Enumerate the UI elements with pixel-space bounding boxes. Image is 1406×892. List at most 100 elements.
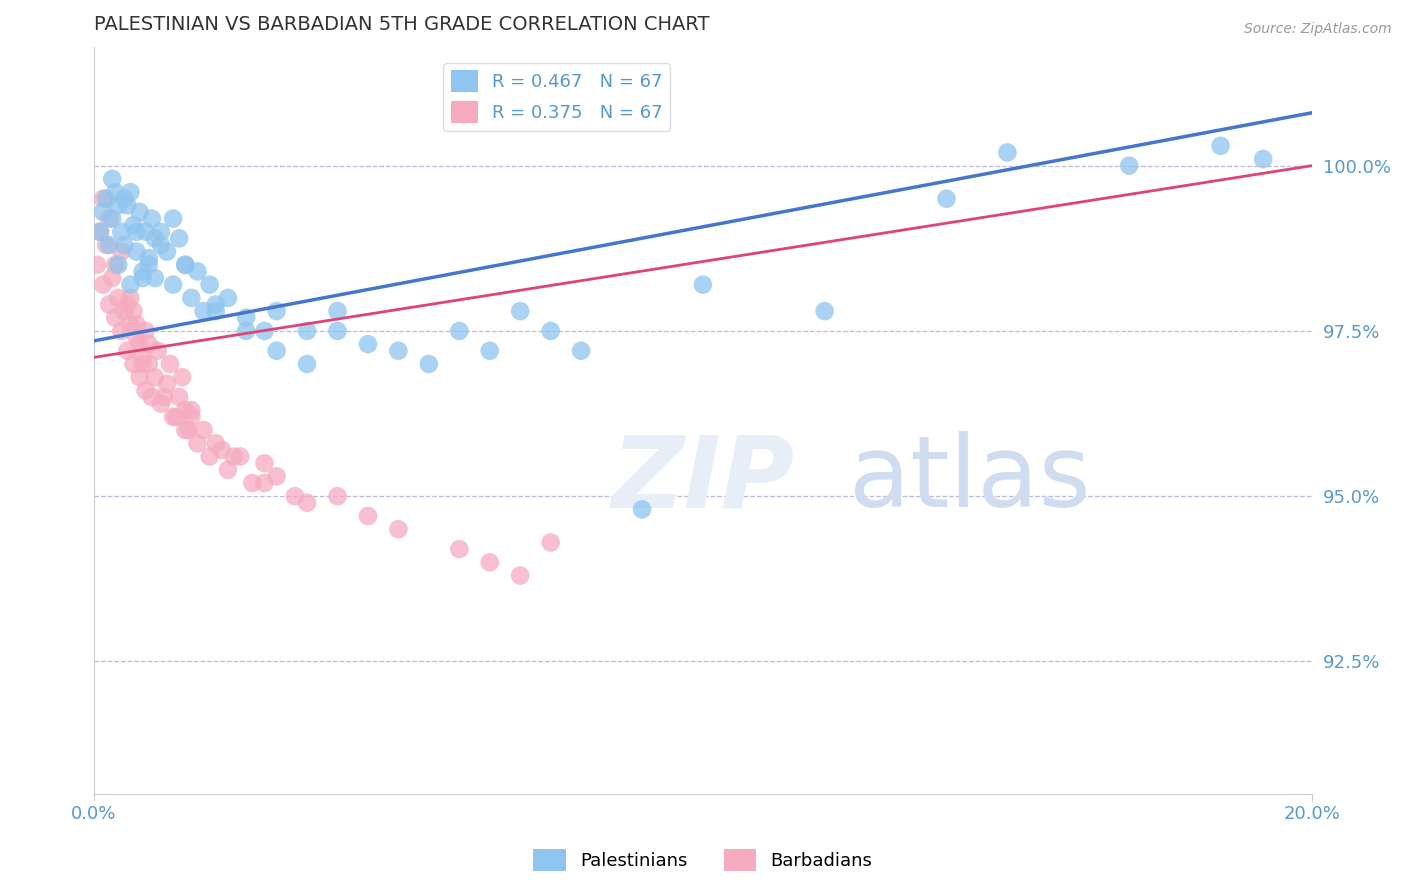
Point (125, 225, 148, 239)
Point (174, 403, 197, 417)
Point (295, 324, 318, 338)
Point (125, 318, 148, 332)
Point (156, 244, 179, 259)
Point (174, 258, 197, 272)
Point (149, 225, 172, 239)
Point (478, 555, 501, 569)
Point (104, 185, 127, 199)
Point (540, 324, 562, 338)
Point (131, 351, 153, 365)
Point (449, 324, 471, 338)
Point (478, 343, 501, 358)
Point (146, 343, 169, 358)
Point (418, 357, 440, 371)
Point (143, 271, 166, 285)
Point (211, 442, 233, 457)
Point (131, 271, 153, 285)
Point (117, 198, 139, 212)
Point (159, 357, 181, 371)
Point (128, 337, 150, 351)
Point (631, 502, 654, 516)
Point (131, 264, 153, 278)
Point (120, 277, 142, 292)
Point (89, 225, 111, 239)
Point (174, 423, 197, 437)
Point (122, 218, 145, 232)
Point (120, 291, 142, 305)
Point (253, 324, 276, 338)
Point (180, 409, 202, 424)
Point (540, 535, 562, 549)
Point (326, 304, 349, 318)
Point (122, 357, 145, 371)
Point (156, 376, 179, 391)
Point (94, 192, 117, 206)
Point (122, 304, 145, 318)
Point (935, 192, 957, 206)
Point (98, 211, 121, 226)
Point (186, 264, 208, 278)
Point (326, 489, 349, 503)
Point (253, 475, 276, 490)
Point (138, 251, 160, 265)
Point (509, 568, 531, 582)
Point (186, 436, 208, 450)
Point (135, 324, 157, 338)
Point (295, 496, 318, 510)
Point (357, 509, 380, 524)
Point (112, 192, 135, 206)
Point (509, 304, 531, 318)
Point (128, 370, 150, 384)
Point (266, 304, 288, 318)
Point (112, 304, 135, 318)
Point (174, 258, 197, 272)
Point (326, 324, 349, 338)
Point (91, 277, 114, 292)
Point (91, 205, 114, 219)
Point (180, 291, 202, 305)
Point (120, 318, 142, 332)
Point (89, 225, 111, 239)
Point (266, 469, 288, 483)
Point (91, 192, 114, 206)
Point (135, 384, 157, 398)
Legend: R = 0.467   N = 67, R = 0.375   N = 67: R = 0.467 N = 67, R = 0.375 N = 67 (443, 63, 671, 131)
Point (204, 304, 226, 318)
Point (110, 244, 132, 259)
Point (94, 238, 117, 252)
Point (387, 343, 409, 358)
Point (149, 397, 172, 411)
Point (110, 225, 132, 239)
Point (138, 258, 160, 272)
Point (120, 185, 142, 199)
Point (138, 337, 160, 351)
Point (149, 238, 172, 252)
Point (107, 198, 129, 212)
Point (814, 304, 837, 318)
Point (112, 238, 135, 252)
Point (101, 271, 124, 285)
Point (222, 450, 245, 464)
Point (98, 297, 121, 311)
Text: Source: ZipAtlas.com: Source: ZipAtlas.com (1244, 22, 1392, 37)
Point (1209, 138, 1232, 153)
Text: PALESTINIAN VS BARBADIAN 5TH GRADE CORRELATION CHART: PALESTINIAN VS BARBADIAN 5TH GRADE CORRE… (94, 15, 710, 34)
Point (1251, 152, 1274, 166)
Point (387, 522, 409, 536)
Point (117, 297, 139, 311)
Point (172, 370, 194, 384)
Text: ZIP: ZIP (612, 432, 794, 528)
Point (357, 337, 380, 351)
Point (143, 370, 166, 384)
Point (131, 357, 153, 371)
Point (141, 211, 163, 226)
Point (107, 291, 129, 305)
Point (204, 436, 226, 450)
Point (180, 403, 202, 417)
Point (1118, 159, 1140, 173)
Point (110, 324, 132, 338)
Point (117, 343, 139, 358)
Point (107, 258, 129, 272)
Point (165, 409, 187, 424)
Point (284, 489, 307, 503)
